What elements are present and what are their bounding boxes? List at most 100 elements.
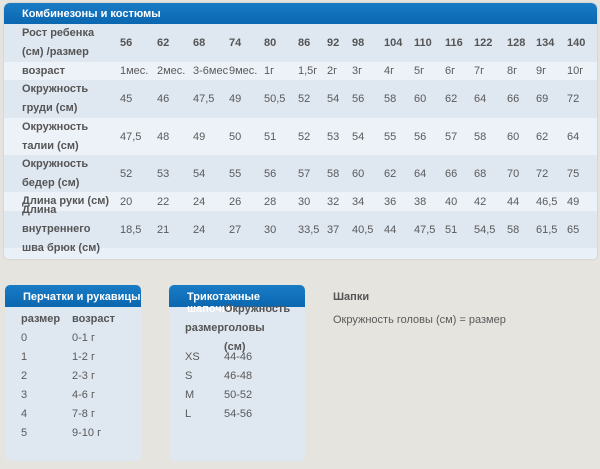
table-cell: 2мес. [157,65,186,77]
table-cell: 50-52 [224,388,253,401]
table-cell: L [185,407,192,420]
row-label: Рост ребенка (см) /размер [22,27,95,58]
table-title: Комбинезоны и костюмы [4,3,597,24]
table-cell: 56 [414,130,427,143]
table-cell: 42 [474,195,487,208]
table-row: M 50-52 [169,385,305,404]
table-row: 0 0-1 г [5,328,141,347]
gloves-title: Перчатки и рукавицы [5,285,141,307]
table-cell: 5 [21,426,28,439]
table-cell: 3г [352,65,363,77]
table-cell: 8г [507,65,518,77]
table-cell: 44-46 [224,350,253,363]
table-cell: 52 [298,93,311,105]
table-cell: M [185,388,195,401]
table-row: Окружность талии (см) 47,5 48 49 50 51 52 53 54 5… [4,118,597,155]
table-cell: 47,5 [193,93,215,105]
table-cell: 45 [120,93,133,105]
table-cell: 9г [536,65,547,77]
table-cell: 4-6 г [72,388,95,401]
table-cell: 3-6мес [193,65,229,77]
table-cell: 2-3 г [72,369,95,382]
table-row: 5 9-10 г [5,423,141,442]
table-cell: 140 [567,37,586,49]
table-cell: 7г [474,65,485,77]
table-cell: 64 [414,167,427,180]
table-cell: 74 [229,37,242,49]
table-cell: 69 [536,93,549,105]
table-cell: 58 [327,167,340,180]
table-cell: 18,5 [120,223,142,236]
row-label: Длина руки (см) [22,195,110,207]
table-cell: 30 [298,195,311,208]
table-cell: 68 [193,37,206,49]
clothing-size-table: Комбинезоны и костюмы Рост ребенка (см) … [4,3,597,259]
table-cell: 9-10 г [72,426,102,439]
table-cell: 110 [414,37,432,49]
table-cell: 1г [264,65,275,77]
table-cell: 1-2 г [72,350,95,363]
header-row: размер Окружность головы (см) [169,303,305,353]
table-cell: 4 [21,407,28,420]
table-cell: 40,5 [352,223,374,236]
table-cell: 36 [384,195,397,208]
table-cell: 46,5 [536,195,558,208]
table-cell: 4г [384,65,395,77]
table-cell: 40 [445,195,458,208]
table-cell: 62 [445,93,458,105]
table-cell: 2г [327,65,338,77]
table-row: возраст 1мес. 2мес. 3-6мес 9мес. 1г 1,5г 2г 3г 4г… [4,62,597,80]
table-cell: 38 [414,195,427,208]
table-cell: 2 [21,369,28,382]
table-cell: 34 [352,195,365,208]
header-row: размер возраст [5,309,141,328]
table-cell: 27 [229,223,242,236]
table-row: Окружность груди (см) 45 46 47,5 49 50,5 52 54 5… [4,80,597,118]
table-cell: 0-1 г [72,331,95,344]
table-cell: 54-56 [224,407,253,420]
table-cell: 6г [445,65,456,77]
table-cell: 32 [327,195,340,208]
table-cell: 92 [327,37,340,49]
column-header: возраст [72,312,116,325]
table-cell: 98 [352,37,365,49]
row-label: Окружность бедер (см) [22,157,89,189]
table-cell: 61,5 [536,223,558,236]
table-cell: 28 [264,195,277,208]
table-cell: 72 [536,167,549,180]
table-cell: 48 [157,130,170,143]
table-cell: 65 [567,223,580,236]
table-cell: 50,5 [264,93,286,105]
row-label: Окружность груди (см) [22,83,89,114]
table-cell: 24 [193,223,206,236]
table-cell: 46 [157,93,170,105]
table-cell: 80 [264,37,277,49]
table-cell: 68 [474,167,487,180]
table-cell: 20 [120,195,133,208]
caps-text: Окружность головы (см) = размер [333,314,506,326]
table-cell: 53 [327,130,340,143]
table-row: Длина руки (см) 20 22 24 26 28 30 32 34 36 38 40 42 4… [4,192,597,211]
table-cell: 58 [384,93,397,105]
table-cell: 75 [567,167,580,180]
table-row: XS 44-46 [169,347,305,366]
table-cell: 56 [120,37,133,49]
column-header: Окружность головы (см) [224,302,291,353]
table-cell: 37 [327,223,340,236]
table-cell: 57 [445,130,458,143]
table-cell: 49 [567,195,580,208]
table-cell: 26 [229,195,242,208]
table-cell: 33,5 [298,223,320,236]
table-cell: 54,5 [474,223,496,236]
table-cell: 54 [327,93,340,105]
table-cell: S [185,369,193,382]
table-cell: 72 [567,93,580,105]
table-cell: 50 [229,130,242,143]
table-cell: 52 [120,167,133,180]
table-cell: 58 [507,223,520,236]
table-cell: 70 [507,167,520,180]
table-cell: 66 [445,167,458,180]
table-cell: 51 [264,130,277,143]
table-cell: 55 [384,130,397,143]
table-cell: 7-8 г [72,407,95,420]
